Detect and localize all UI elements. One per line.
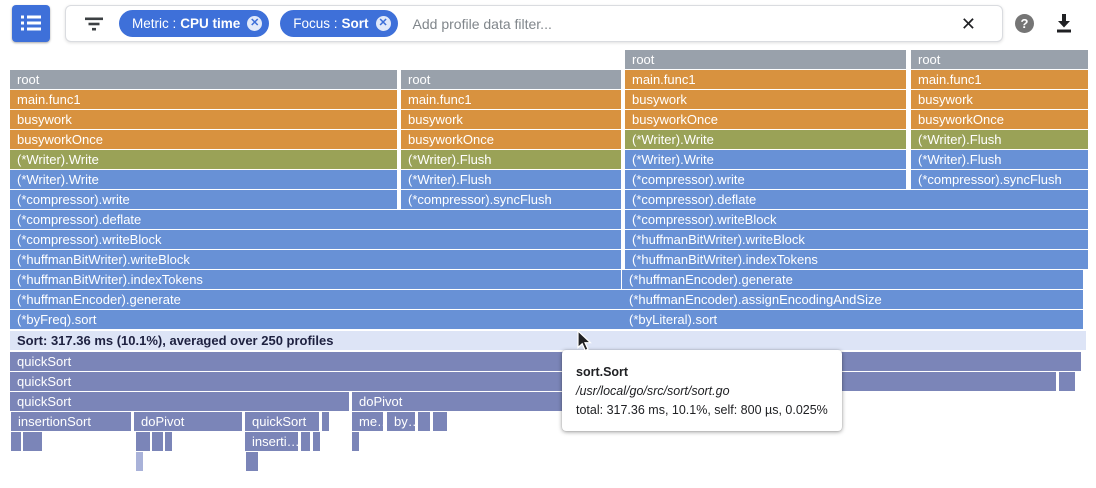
flame-box-compressor-writeblock[interactable]: (*compressor).writeBlock — [625, 210, 1088, 229]
flame-box-root[interactable]: root — [911, 50, 1088, 69]
chip-remove-icon[interactable]: ✕ — [375, 16, 391, 31]
flame-box-huffmanbitwriter-indextokens[interactable]: (*huffmanBitWriter).indexTokens — [625, 250, 1088, 269]
tooltip: sort.Sort /usr/local/go/src/sort/sort.go… — [562, 350, 842, 431]
flame-box[interactable] — [418, 412, 430, 431]
flame-box-main-func1[interactable]: main.func1 — [10, 90, 397, 109]
clear-filters-icon[interactable]: ✕ — [960, 14, 976, 34]
flame-box[interactable] — [251, 452, 258, 471]
flame-box-root[interactable]: root — [625, 50, 906, 69]
focus-row-sort[interactable]: Sort: 317.36 ms (10.1%), averaged over 2… — [10, 331, 1086, 350]
flame-box[interactable] — [136, 452, 143, 471]
flame-box-writer-flush[interactable]: (*Writer).Flush — [401, 170, 621, 189]
tooltip-stats: total: 317.36 ms, 10.1%, self: 800 µs, 0… — [576, 403, 828, 417]
flame-box-huffmanbitwriter-indextokens[interactable]: (*huffmanBitWriter).indexTokens — [10, 270, 621, 289]
flame-box-writer-write[interactable]: (*Writer).Write — [10, 170, 397, 189]
flame-box-writer-write[interactable]: (*Writer).Write — [625, 130, 906, 149]
flame-box-busyworkonce[interactable]: busyworkOnce — [911, 110, 1088, 129]
flame-menu-button[interactable] — [12, 5, 50, 42]
flame-box[interactable] — [322, 412, 329, 431]
flame-box-insertionsort[interactable]: insertionSort — [11, 412, 131, 431]
filter-list-icon — [85, 17, 103, 30]
flame-box-quicksort[interactable]: quickSort — [10, 372, 1056, 391]
flame-box-huffmanbitwriter-writeblock[interactable]: (*huffmanBitWriter).writeBlock — [10, 250, 621, 269]
flame-box-dopivot[interactable]: doPivot — [134, 412, 242, 431]
list-icon — [21, 15, 41, 31]
flame-box-compressor-writeblock[interactable]: (*compressor).writeBlock — [10, 230, 621, 249]
flame-box-byfreq-sort[interactable]: (*byFreq).sort — [10, 310, 622, 329]
flame-box-writer-write[interactable]: (*Writer).Write — [10, 150, 397, 169]
flame-box-writer-flush[interactable]: (*Writer).Flush — [401, 150, 621, 169]
flame-box-compressor-syncflush[interactable]: (*compressor).syncFlush — [401, 190, 621, 209]
flame-box-root[interactable]: root — [401, 70, 621, 89]
flame-box[interactable] — [246, 452, 253, 471]
flame-box-busyworkonce[interactable]: busyworkOnce — [625, 110, 906, 129]
flame-box-writer-write[interactable]: (*Writer).Write — [625, 150, 906, 169]
flame-box-root[interactable]: root — [10, 70, 397, 89]
flame-box[interactable] — [440, 412, 447, 431]
flame-box-busywork[interactable]: busywork — [625, 90, 906, 109]
flame-box-writer-flush[interactable]: (*Writer).Flush — [911, 130, 1088, 149]
flame-box[interactable] — [352, 432, 359, 451]
flame-box-compressor-syncflush[interactable]: (*compressor).syncFlush — [911, 170, 1088, 189]
flame-box-quicksort[interactable]: quickSort — [245, 412, 319, 431]
chip-metric-value: CPU time — [180, 16, 241, 31]
flame-box-busywork[interactable]: busywork — [401, 110, 621, 129]
flame-box-huffmanencoder-assignencodingandsize[interactable]: (*huffmanEncoder).assignEncodingAndSize — [622, 290, 1083, 309]
flame-box[interactable] — [165, 432, 172, 451]
flame-box[interactable] — [29, 432, 36, 451]
filter-chip-focus[interactable]: Focus : Sort ✕ — [280, 10, 398, 37]
profile-filter-bar[interactable]: Metric : CPU time ✕ Focus : Sort ✕ Add p… — [65, 5, 1003, 42]
flame-box-quicksort[interactable]: quickSort — [10, 392, 349, 411]
tooltip-function-name: sort.Sort — [576, 365, 629, 379]
flame-box-inserti[interactable]: inserti… — [245, 432, 298, 451]
flame-box-byliteral-sort[interactable]: (*byLiteral).sort — [622, 310, 1083, 329]
chip-focus-value: Sort — [341, 16, 369, 31]
filter-input-placeholder[interactable]: Add profile data filter... — [412, 15, 552, 32]
flame-box[interactable] — [313, 432, 320, 451]
flame-box-compressor-deflate[interactable]: (*compressor).deflate — [10, 210, 621, 229]
flame-box-busywork[interactable]: busywork — [911, 90, 1088, 109]
flame-box[interactable] — [433, 412, 440, 431]
flame-box-by[interactable]: by… — [387, 412, 415, 431]
flame-box-busywork[interactable]: busywork — [10, 110, 397, 129]
flame-box-compressor-write[interactable]: (*compressor).write — [10, 190, 397, 209]
flame-box-huffmanencoder-generate[interactable]: (*huffmanEncoder).generate — [10, 290, 622, 309]
flame-box-compressor-write[interactable]: (*compressor).write — [625, 170, 906, 189]
flame-box[interactable] — [301, 432, 310, 451]
flame-box-main-func1[interactable]: main.func1 — [911, 70, 1088, 89]
flame-box-busyworkonce[interactable]: busyworkOnce — [10, 130, 397, 149]
flame-box-huffmanencoder-generate[interactable]: (*huffmanEncoder).generate — [622, 270, 1083, 289]
tooltip-source-path: /usr/local/go/src/sort/sort.go — [576, 384, 730, 398]
flame-box-main-func1[interactable]: main.func1 — [401, 90, 621, 109]
flame-box-writer-flush[interactable]: (*Writer).Flush — [911, 150, 1088, 169]
chip-metric-prefix: Metric : — [132, 16, 177, 31]
flame-box[interactable] — [136, 432, 150, 451]
help-icon[interactable]: ? — [1015, 14, 1034, 33]
flame-box-me[interactable]: me… — [352, 412, 383, 431]
flame-box[interactable] — [23, 432, 30, 451]
download-icon[interactable] — [1054, 13, 1074, 34]
flame-box-main-func1[interactable]: main.func1 — [625, 70, 906, 89]
flame-box[interactable] — [152, 432, 163, 451]
flame-box-quicksort[interactable]: quickSort — [10, 352, 1081, 371]
flame-box-huffmanbitwriter-writeblock[interactable]: (*huffmanBitWriter).writeBlock — [625, 230, 1088, 249]
flame-box-busyworkonce[interactable]: busyworkOnce — [401, 130, 621, 149]
chip-focus-prefix: Focus : — [293, 16, 338, 31]
flame-box[interactable] — [11, 432, 21, 451]
flame-box-compressor-deflate[interactable]: (*compressor).deflate — [625, 190, 1088, 209]
flame-box[interactable] — [35, 432, 42, 451]
chip-remove-icon[interactable]: ✕ — [247, 16, 263, 31]
flame-box[interactable] — [1059, 372, 1075, 391]
filter-chip-metric[interactable]: Metric : CPU time ✕ — [119, 10, 270, 37]
